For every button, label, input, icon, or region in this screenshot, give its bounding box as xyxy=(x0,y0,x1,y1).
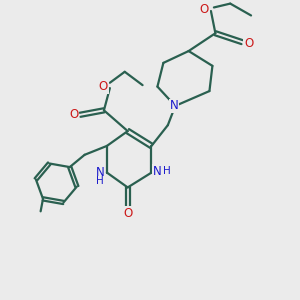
Text: O: O xyxy=(99,80,108,93)
Text: H: H xyxy=(163,166,171,176)
Text: O: O xyxy=(123,207,132,220)
Text: N: N xyxy=(169,99,178,112)
Text: O: O xyxy=(244,37,253,50)
Text: N: N xyxy=(153,165,162,178)
Text: O: O xyxy=(69,108,78,121)
Text: N: N xyxy=(96,166,105,179)
Text: O: O xyxy=(200,3,209,16)
Text: H: H xyxy=(97,176,104,186)
